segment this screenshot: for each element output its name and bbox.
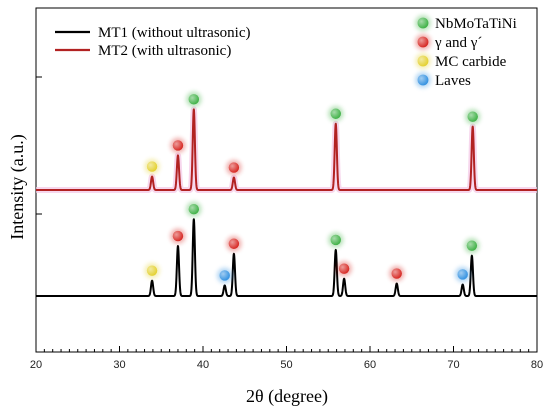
x-axis-title: 2θ (degree) (246, 386, 328, 407)
legend-phase-icon (415, 72, 431, 88)
legend-phase-icon (415, 34, 431, 50)
legend-label: MT2 (with ultrasonic) (98, 43, 231, 59)
marker-shine (172, 140, 184, 151)
legend-phase-label: NbMoTaTiNi (435, 16, 517, 32)
x-tick-label: 20 (30, 359, 42, 371)
x-tick-label: 30 (113, 359, 125, 371)
phase-legend: NbMoTaTiNi γ and γ´ MC carbide Laves (415, 15, 517, 89)
legend-phase-label: Laves (435, 73, 471, 89)
phase-marker (328, 232, 344, 248)
marker-shine (417, 17, 429, 29)
series-glow (33, 106, 540, 193)
legend-label: MT1 (without ultrasonic) (98, 25, 250, 41)
phase-marker (186, 91, 202, 108)
legend-phase-label: MC carbide (435, 54, 507, 70)
marker-shine (466, 240, 478, 251)
phase-marker (226, 159, 242, 176)
phase-marker (464, 237, 480, 254)
y-axis-title: Intensity (a.u.) (7, 134, 28, 239)
phase-marker (328, 106, 344, 122)
phase-marker (170, 137, 186, 154)
marker-shine (146, 161, 158, 172)
marker-shine (188, 94, 200, 105)
marker-shine (188, 204, 200, 215)
marker-shine (467, 111, 478, 122)
x-axis-ticks: 20 30 40 50 60 70 80 (30, 346, 543, 371)
marker-shine (417, 55, 429, 67)
marker-shine (457, 269, 468, 280)
marker-shine (172, 230, 184, 242)
legend-phase-icon (415, 15, 431, 31)
phase-marker (465, 108, 481, 125)
phase-marker (144, 262, 160, 279)
phase-markers (144, 91, 481, 284)
marker-shine (330, 234, 341, 246)
legend-phase-icon (415, 53, 431, 69)
phase-marker (226, 236, 242, 252)
marker-shine (338, 263, 350, 274)
marker-shine (228, 162, 240, 173)
phase-marker (217, 267, 233, 284)
phase-marker (389, 265, 405, 282)
phase-marker (170, 228, 186, 244)
x-tick-label: 60 (364, 359, 376, 371)
series-line-mt2 (35, 108, 538, 191)
x-tick-label: 70 (447, 359, 459, 371)
marker-shine (219, 270, 230, 281)
x-tick-label: 40 (197, 359, 209, 371)
y-axis-ticks (36, 76, 42, 215)
x-tick-label: 80 (531, 359, 543, 371)
series-legend: MT1 (without ultrasonic) MT2 (with ultras… (55, 25, 250, 59)
marker-shine (391, 268, 402, 279)
marker-shine (417, 74, 429, 86)
series-layer (33, 106, 540, 297)
phase-marker (186, 201, 202, 217)
phase-marker (144, 158, 160, 175)
series-line-mt1 (35, 218, 538, 297)
phase-marker (454, 266, 471, 283)
marker-shine (330, 108, 341, 119)
x-tick-label: 50 (280, 359, 292, 371)
phase-marker (336, 261, 352, 277)
legend-phase-label: γ and γ´ (434, 35, 482, 51)
marker-shine (146, 265, 158, 276)
marker-shine (228, 238, 240, 249)
marker-shine (417, 36, 429, 48)
